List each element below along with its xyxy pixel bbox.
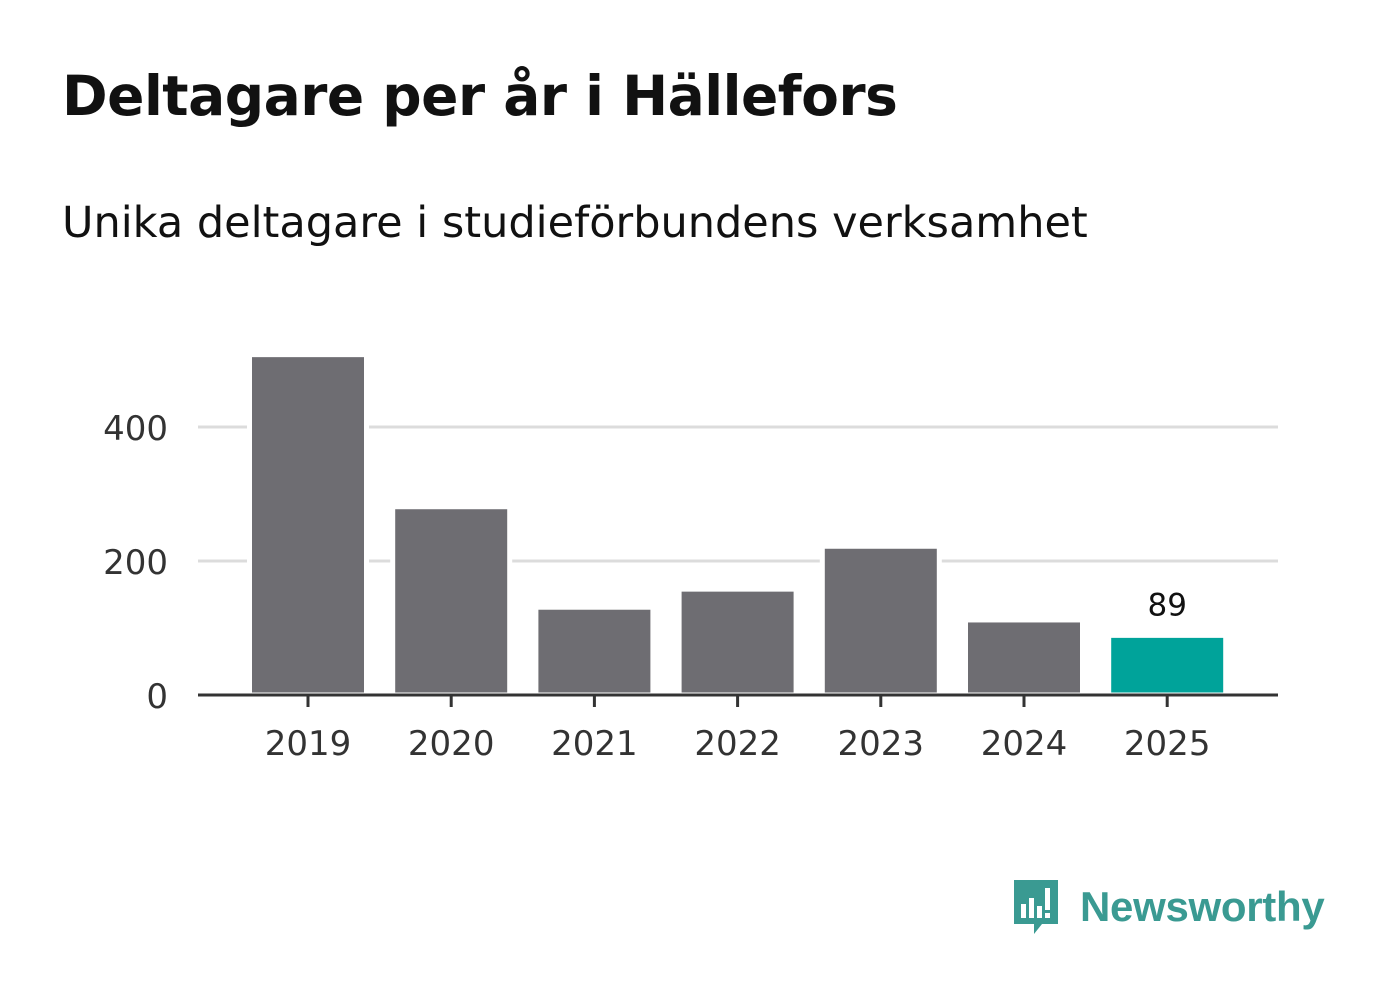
x-tick-label-2019: 2019 xyxy=(265,724,352,764)
newsworthy-chart-bubble-icon xyxy=(1014,880,1058,934)
y-tick-label-0: 0 xyxy=(146,677,168,717)
x-tick-label-2025: 2025 xyxy=(1124,724,1211,764)
data-label-2025: 89 xyxy=(1147,587,1186,623)
x-tick-label-2020: 2020 xyxy=(408,724,495,764)
bar-2020 xyxy=(390,504,513,698)
bar-2021 xyxy=(533,604,656,698)
y-axis-ticks: 0 200 400 xyxy=(103,409,168,717)
x-tick-label-2022: 2022 xyxy=(694,724,781,764)
x-tick-label-2024: 2024 xyxy=(981,724,1068,764)
bar-2022 xyxy=(676,586,799,698)
bars xyxy=(247,352,1229,698)
x-tick-label-2021: 2021 xyxy=(551,724,638,764)
bar-2024 xyxy=(963,617,1085,698)
data-labels: 89 xyxy=(1147,587,1186,623)
x-tick-label-2023: 2023 xyxy=(838,724,925,764)
x-axis: 2019 2020 2021 2022 2023 2024 2025 xyxy=(198,693,1278,764)
bar-2025 xyxy=(1106,632,1229,698)
y-tick-label-200: 200 xyxy=(103,543,168,583)
chart-subtitle: Unika deltagare i studieförbundens verks… xyxy=(62,198,1088,248)
bar-2023 xyxy=(819,543,942,698)
gridlines xyxy=(198,425,1278,563)
newsworthy-logo: Newsworthy xyxy=(1010,876,1325,938)
chart-title: Deltagare per år i Hällefors xyxy=(62,64,898,128)
bar-2019 xyxy=(247,352,369,698)
brand-name: Newsworthy xyxy=(1080,883,1325,930)
y-tick-label-400: 400 xyxy=(103,409,168,449)
